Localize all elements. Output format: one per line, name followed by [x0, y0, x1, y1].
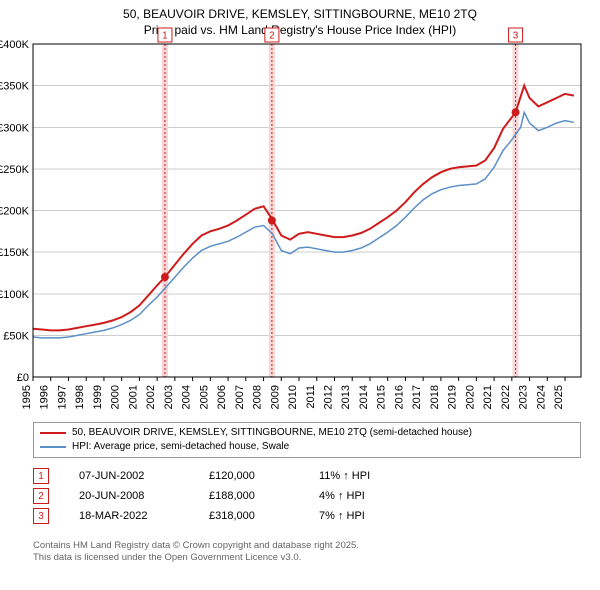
svg-text:2007: 2007: [234, 385, 246, 409]
svg-text:2008: 2008: [252, 385, 264, 409]
svg-text:£350K: £350K: [0, 81, 30, 93]
svg-text:1998: 1998: [74, 385, 86, 409]
svg-text:1999: 1999: [92, 385, 104, 409]
svg-text:2020: 2020: [464, 385, 476, 409]
svg-text:2014: 2014: [358, 385, 370, 409]
svg-text:2000: 2000: [110, 385, 122, 409]
event-row: 3 18-MAR-2022 £318,000 7% ↑ HPI: [33, 506, 370, 526]
legend: 50, BEAUVOIR DRIVE, KEMSLEY, SITTINGBOUR…: [33, 422, 581, 458]
svg-text:2012: 2012: [322, 385, 334, 409]
svg-text:2003: 2003: [163, 385, 175, 409]
event-marker: 3: [33, 508, 49, 524]
event-date: 20-JUN-2008: [79, 490, 209, 502]
svg-text:1995: 1995: [21, 385, 33, 409]
footer-line2: This data is licensed under the Open Gov…: [33, 552, 359, 564]
legend-label: 50, BEAUVOIR DRIVE, KEMSLEY, SITTINGBOUR…: [72, 426, 472, 440]
svg-text:2009: 2009: [269, 385, 281, 409]
svg-text:2021: 2021: [482, 385, 494, 409]
svg-text:2002: 2002: [145, 385, 157, 409]
event-price: £120,000: [209, 470, 319, 482]
event-table: 1 07-JUN-2002 £120,000 11% ↑ HPI 2 20-JU…: [33, 466, 370, 526]
svg-text:2025: 2025: [553, 385, 565, 409]
legend-item: 50, BEAUVOIR DRIVE, KEMSLEY, SITTINGBOUR…: [36, 426, 578, 440]
event-date: 18-MAR-2022: [79, 510, 209, 522]
svg-text:£400K: £400K: [0, 39, 30, 51]
footer-line1: Contains HM Land Registry data © Crown c…: [33, 540, 359, 552]
event-row: 1 07-JUN-2002 £120,000 11% ↑ HPI: [33, 466, 370, 486]
legend-item: HPI: Average price, semi-detached house,…: [36, 440, 578, 454]
svg-text:2017: 2017: [411, 385, 423, 409]
svg-text:1: 1: [162, 31, 168, 42]
event-pct: 11% ↑ HPI: [319, 470, 370, 482]
svg-text:2019: 2019: [447, 385, 459, 409]
svg-text:1997: 1997: [56, 385, 68, 409]
event-row: 2 20-JUN-2008 £188,000 4% ↑ HPI: [33, 486, 370, 506]
event-pct: 4% ↑ HPI: [319, 490, 365, 502]
svg-text:£0: £0: [17, 372, 29, 384]
svg-text:2001: 2001: [127, 385, 139, 409]
event-marker: 1: [33, 468, 49, 484]
line-chart: £0 £50K £100K £150K £200K £250K £300K £350K £400…: [0, 0, 600, 430]
svg-text:2015: 2015: [376, 385, 388, 409]
svg-text:2022: 2022: [500, 385, 512, 409]
svg-text:2023: 2023: [518, 385, 530, 409]
svg-text:2004: 2004: [181, 385, 193, 409]
svg-text:£50K: £50K: [3, 330, 29, 342]
event-marker: 2: [33, 488, 49, 504]
svg-text:2018: 2018: [429, 385, 441, 409]
svg-text:£300K: £300K: [0, 122, 30, 134]
svg-text:2006: 2006: [216, 385, 228, 409]
svg-text:2013: 2013: [340, 385, 352, 409]
footer-attribution: Contains HM Land Registry data © Crown c…: [33, 540, 359, 565]
svg-text:1996: 1996: [39, 385, 51, 409]
event-date: 07-JUN-2002: [79, 470, 209, 482]
svg-text:2005: 2005: [198, 385, 210, 409]
event-price: £318,000: [209, 510, 319, 522]
svg-text:3: 3: [513, 31, 519, 42]
svg-text:2011: 2011: [305, 385, 317, 409]
event-price: £188,000: [209, 490, 319, 502]
svg-text:£250K: £250K: [0, 164, 30, 176]
svg-text:£150K: £150K: [0, 247, 30, 259]
svg-text:2024: 2024: [535, 385, 547, 409]
svg-text:£100K: £100K: [0, 289, 30, 301]
legend-label: HPI: Average price, semi-detached house,…: [72, 440, 289, 454]
svg-text:2016: 2016: [393, 385, 405, 409]
svg-text:2010: 2010: [287, 385, 299, 409]
svg-text:2: 2: [269, 31, 275, 42]
event-pct: 7% ↑ HPI: [319, 510, 365, 522]
svg-text:£200K: £200K: [0, 206, 30, 218]
